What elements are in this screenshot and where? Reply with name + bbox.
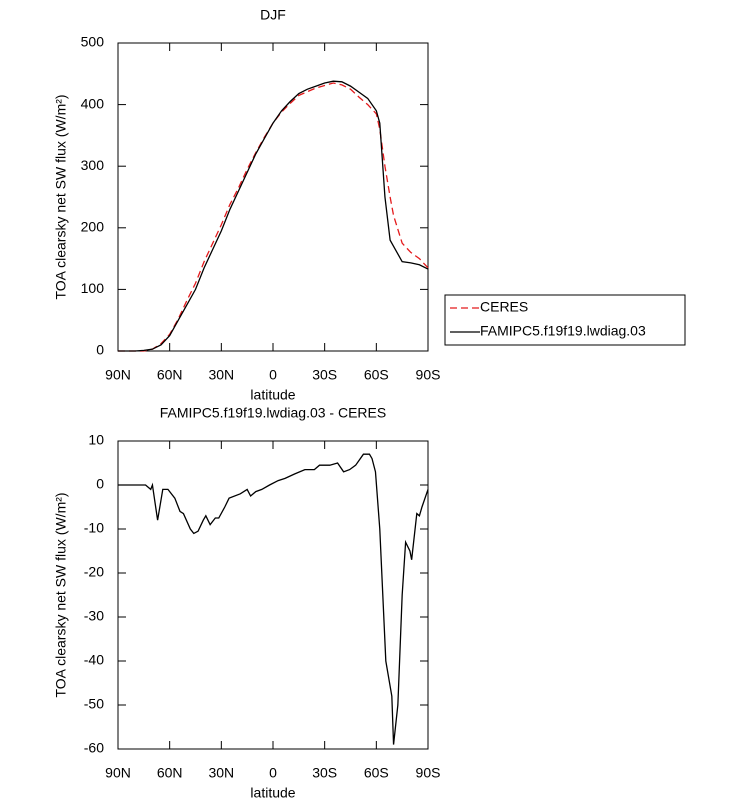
y-tick-label: -20 <box>84 564 104 580</box>
legend-label: CERES <box>480 299 528 315</box>
x-tick-label: 0 <box>269 765 277 781</box>
y-tick-label: 100 <box>81 280 105 296</box>
y-tick-label: 500 <box>81 34 105 50</box>
y-tick-label: 400 <box>81 95 105 111</box>
y-tick-label: -10 <box>84 520 104 536</box>
x-tick-label: 0 <box>269 367 277 383</box>
x-tick-label: 90S <box>416 367 441 383</box>
y-tick-label: 300 <box>81 157 105 173</box>
data-line <box>118 453 429 745</box>
plot-frame <box>117 440 429 750</box>
x-axis-label: latitude <box>250 387 295 403</box>
y-tick-label: -50 <box>84 696 104 712</box>
x-tick-label: 60N <box>157 765 183 781</box>
y-tick-label: 200 <box>81 219 105 235</box>
plot-frame <box>117 42 429 352</box>
x-tick-label: 30N <box>208 765 234 781</box>
y-tick-label: 0 <box>96 476 104 492</box>
x-tick-label: 60S <box>364 367 389 383</box>
y-tick-label: 10 <box>88 432 104 448</box>
data-line <box>118 80 429 352</box>
x-tick-label: 60N <box>157 367 183 383</box>
y-tick-label: 0 <box>96 342 104 358</box>
data-line <box>118 82 429 352</box>
chart-title: DJF <box>260 7 286 23</box>
legend-label: FAMIPC5.f19f19.lwdiag.03 <box>480 323 646 339</box>
x-tick-label: 30S <box>312 765 337 781</box>
y-axis-label: TOA clearsky net SW flux (W/m²) <box>53 492 69 697</box>
y-axis-label: TOA clearsky net SW flux (W/m²) <box>53 94 69 299</box>
y-tick-label: -60 <box>84 740 104 756</box>
x-tick-label: 30N <box>208 367 234 383</box>
y-tick-label: -30 <box>84 608 104 624</box>
x-tick-label: 30S <box>312 367 337 383</box>
legend-box <box>444 294 686 346</box>
x-tick-label: 90S <box>416 765 441 781</box>
chart-title: FAMIPC5.f19f19.lwdiag.03 - CERES <box>160 405 386 421</box>
x-tick-label: 90N <box>105 367 131 383</box>
x-tick-label: 60S <box>364 765 389 781</box>
x-axis-label: latitude <box>250 785 295 801</box>
x-tick-label: 90N <box>105 765 131 781</box>
y-tick-label: -40 <box>84 652 104 668</box>
